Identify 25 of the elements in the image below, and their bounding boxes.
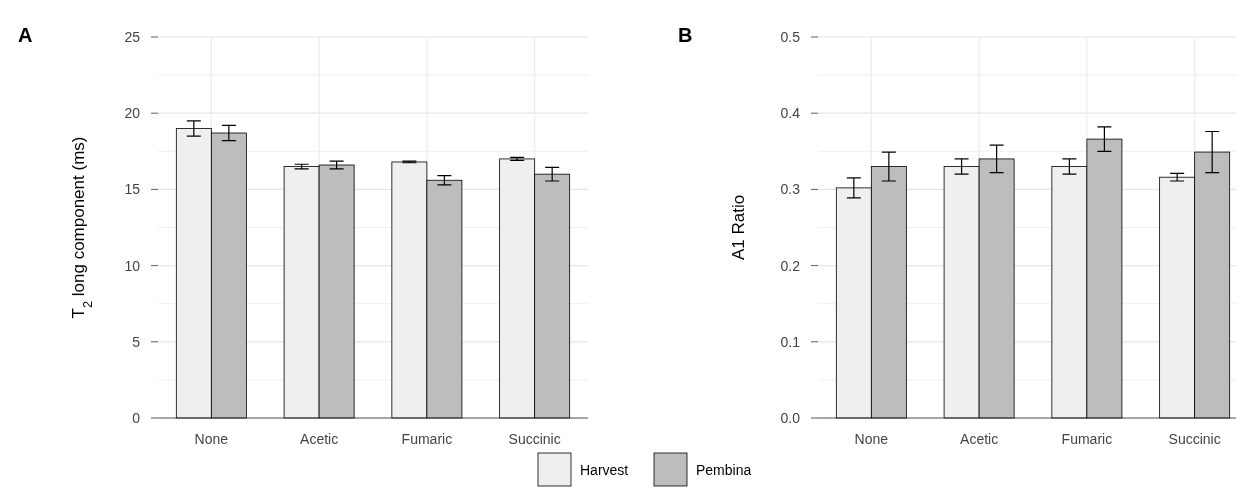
x-tick-label: Acetic (300, 431, 339, 447)
x-tick-label: Succinic (1168, 431, 1221, 447)
y-tick-label: 5 (132, 333, 141, 350)
chart-title: A (18, 24, 33, 46)
y-tick-label: 15 (124, 181, 141, 198)
y-tick-label: 0.0 (780, 409, 801, 426)
y-tick-label: 0.1 (780, 333, 801, 350)
legend-label: Pembina (696, 461, 752, 478)
x-tick-label: Fumaric (1061, 431, 1113, 447)
x-tick-label: None (854, 431, 889, 447)
y-tick-label: 20 (124, 105, 141, 122)
y-tick-label: 0.3 (780, 181, 801, 198)
y-tick-label: 0.2 (780, 257, 801, 274)
x-tick-label: Acetic (960, 431, 999, 447)
legend-label: Harvest (580, 461, 629, 478)
x-tick-label: None (194, 431, 229, 447)
y-axis-title: A1 Ratio (729, 194, 748, 261)
y-tick-label: 0.5 (780, 28, 801, 45)
y-tick-label: 10 (124, 257, 141, 274)
y-tick-label: 25 (124, 28, 141, 45)
x-tick-label: Succinic (508, 431, 561, 447)
y-tick-label: 0 (132, 409, 141, 426)
chart-title: B (678, 24, 693, 46)
y-tick-label: 0.4 (780, 105, 801, 122)
x-tick-label: Fumaric (401, 431, 453, 447)
